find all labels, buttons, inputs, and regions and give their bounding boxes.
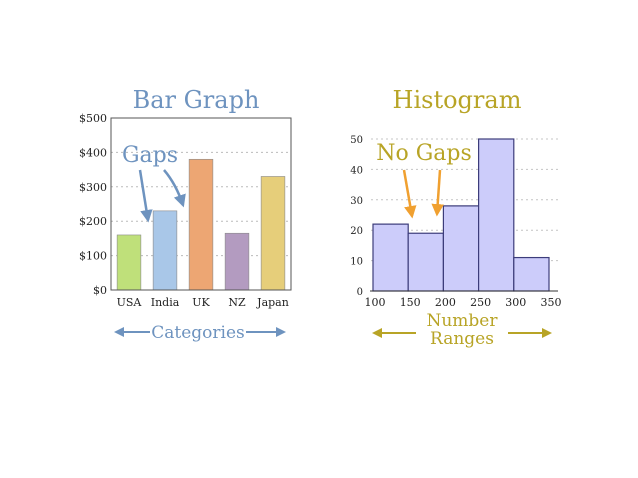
histogram-y-tick-label: 10	[350, 257, 363, 268]
bar-y-tick-label: $500	[79, 112, 107, 125]
histogram-x-tick-label: 300	[505, 296, 526, 309]
histogram-x-tick-label: 350	[541, 296, 562, 309]
ranges-label: Ranges	[430, 329, 494, 349]
number-label: Number	[426, 311, 498, 331]
histogram-x-tick-label: 100	[365, 296, 386, 309]
bar-usa	[116, 234, 142, 291]
histogram-y-tick-label: 30	[350, 196, 363, 207]
bar-graph-bars	[116, 158, 286, 291]
bar-x-tick-label: UK	[192, 296, 210, 309]
bar-graph-y-ticks: $0 $100 $200 $300 $400 $500	[79, 112, 107, 297]
bar-x-tick-label: NZ	[228, 296, 246, 309]
gaps-arrow-left	[138, 169, 153, 223]
bar-graph-frame	[110, 117, 292, 291]
bar-y-tick-label: $0	[93, 284, 107, 297]
bar-y-tick-label: $200	[79, 215, 107, 228]
bar-graph-x-ticks: USA India UK NZ Japan	[117, 296, 289, 309]
categories-label: Categories	[151, 323, 245, 343]
no-gaps-arrow-left	[402, 169, 417, 219]
histogram-x-tick-label: 250	[470, 296, 491, 309]
bar-nz	[224, 232, 250, 291]
histogram-chart: Histogram 0 10 20 30 40 50 100 150 200 250 300 350…	[350, 86, 561, 349]
histogram-bar-250-300	[478, 138, 515, 292]
bar-x-tick-label: India	[151, 296, 180, 309]
bar-y-tick-label: $400	[79, 146, 107, 159]
bar-graph-title: Bar Graph	[133, 86, 260, 114]
histogram-y-tick-label: 0	[357, 287, 363, 298]
histogram-bar-300-350	[513, 256, 550, 292]
histogram-bar-100-150	[372, 223, 409, 292]
histogram-y-tick-label: 40	[350, 165, 363, 176]
bar-graph-chart: Bar Graph $0 $100 $200 $300 $400 $500 USA Indi…	[79, 86, 292, 343]
gaps-annotation: Gaps	[122, 143, 178, 168]
histogram-y-tick-label: 20	[350, 226, 363, 237]
bar-y-tick-label: $100	[79, 250, 107, 263]
histogram-bars	[372, 138, 550, 292]
bar-x-tick-label: Japan	[256, 296, 289, 309]
histogram-y-tick-label: 50	[350, 135, 363, 146]
bar-y-tick-label: $300	[79, 181, 107, 194]
histogram-bar-150-200	[407, 232, 445, 292]
bar-japan	[260, 176, 286, 291]
gaps-arrow-right	[163, 169, 186, 208]
no-gaps-arrow-right	[431, 169, 444, 217]
histogram-x-tick-label: 200	[435, 296, 456, 309]
no-gaps-annotation: No Gaps	[376, 141, 472, 166]
histogram-x-tick-label: 150	[400, 296, 421, 309]
bar-uk	[188, 158, 214, 291]
histogram-bar-200-250	[442, 205, 480, 292]
bar-india	[152, 210, 178, 291]
histogram-title: Histogram	[393, 86, 522, 114]
histogram-y-ticks: 0 10 20 30 40 50	[350, 135, 363, 298]
bar-x-tick-label: USA	[117, 296, 143, 309]
histogram-x-ticks: 100 150 200 250 300 350	[365, 296, 562, 309]
